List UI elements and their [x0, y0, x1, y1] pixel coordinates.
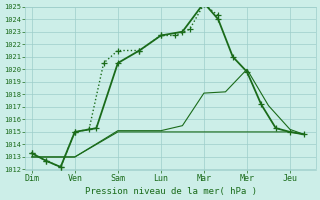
- X-axis label: Pression niveau de la mer( hPa ): Pression niveau de la mer( hPa ): [84, 187, 257, 196]
